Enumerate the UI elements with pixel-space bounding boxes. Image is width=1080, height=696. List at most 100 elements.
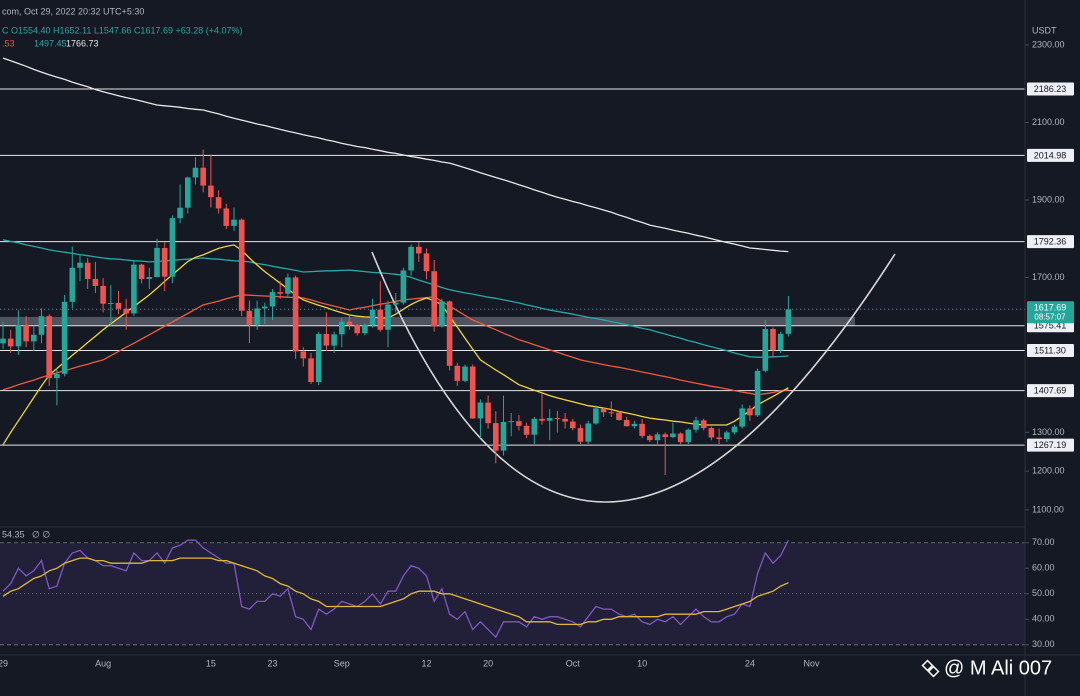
candle-body	[747, 408, 753, 416]
candle-body	[346, 321, 353, 326]
candle-body	[431, 271, 437, 327]
y-tick-label: 60.00	[1032, 563, 1055, 573]
candle-body	[46, 316, 52, 379]
candle-body	[369, 309, 376, 326]
candle-body	[670, 433, 676, 438]
candle-body	[608, 412, 615, 414]
candle-body	[277, 292, 283, 294]
watermark-icon	[921, 659, 934, 672]
candle-body	[31, 334, 37, 342]
candle-body	[100, 285, 106, 304]
candle-body	[616, 412, 622, 420]
zone	[0, 316, 855, 326]
candle-body	[762, 328, 769, 371]
candle-body	[92, 278, 99, 286]
candle-body	[508, 421, 514, 423]
candle-body	[200, 167, 206, 186]
candle-body	[454, 365, 461, 381]
x-tick-label: Oct	[566, 658, 581, 668]
candle-body	[292, 277, 299, 352]
candle-body	[54, 373, 60, 379]
watermark: @ M Ali 007	[921, 657, 1052, 679]
level-label: 1267.19	[1034, 440, 1067, 450]
candle-body	[246, 310, 253, 325]
candle-body	[739, 408, 745, 427]
watermark-text: @ M Ali 007	[944, 657, 1052, 679]
candle-body	[400, 270, 407, 303]
candle-body	[185, 177, 191, 208]
level-label: 1407.69	[1034, 386, 1067, 396]
candle-body	[462, 366, 468, 381]
candle-body	[523, 425, 530, 435]
cup-curve	[371, 251, 896, 503]
candle-body	[631, 423, 638, 427]
last-price-label: 1617.69	[1034, 303, 1067, 313]
x-tick-label: 10	[637, 658, 647, 668]
line-series	[2, 539, 789, 639]
header-ma: 1497.45	[34, 38, 67, 48]
candle-body	[115, 302, 122, 309]
candle-body	[385, 304, 391, 330]
header-ma: .53	[2, 38, 15, 48]
candle-body	[177, 207, 183, 219]
candle-body	[731, 426, 738, 433]
level-label-box	[1027, 82, 1074, 96]
candle-body	[7, 338, 14, 347]
header-title: com, Oct 29, 2022 20:32 UTC+5:30	[2, 6, 144, 16]
y-tick-label: 1200.00	[1032, 466, 1065, 476]
candle-body	[416, 246, 422, 254]
candle-body	[362, 325, 368, 334]
candle-body	[138, 264, 145, 279]
candle-body	[61, 301, 68, 374]
candle-body	[77, 262, 83, 268]
x-tick-label: 12	[421, 658, 431, 668]
x-tick-label: Nov	[803, 658, 820, 668]
last-price-box	[1027, 301, 1074, 324]
candle-body	[577, 428, 584, 442]
candle-body	[123, 308, 129, 314]
candle-body	[477, 402, 484, 419]
candle-body	[23, 325, 29, 342]
countdown-label: 08:57:07	[1034, 312, 1066, 321]
candle-body	[785, 309, 792, 334]
axis-unit: USDT	[1032, 25, 1057, 35]
candle-body	[108, 302, 114, 304]
candle-body	[315, 333, 322, 383]
level-label: 2014.98	[1034, 150, 1067, 160]
candle-body	[677, 433, 684, 443]
header-ma: 1766.73	[66, 38, 99, 48]
x-tick-label: Aug	[95, 658, 111, 668]
candle-body	[308, 358, 314, 383]
candle-body	[231, 219, 237, 226]
candle-body	[285, 277, 291, 294]
candle-body	[716, 437, 722, 439]
candle-body	[647, 435, 653, 441]
level-label: 1511.30	[1034, 345, 1066, 355]
candle-body	[485, 402, 491, 424]
candle-body	[169, 218, 176, 277]
level-label: 1575.41	[1034, 321, 1067, 331]
candle-body	[254, 308, 260, 325]
candle-body	[154, 247, 160, 278]
candle-body	[531, 418, 538, 435]
candle-body	[600, 408, 607, 413]
candle-body	[693, 420, 699, 430]
candle-body	[15, 325, 22, 347]
candle-body	[238, 219, 245, 311]
y-tick-label: 1100.00	[1032, 504, 1064, 514]
candle-body	[516, 421, 522, 426]
candle-body	[662, 434, 668, 438]
candle-body	[69, 267, 76, 302]
candle-body	[500, 421, 507, 451]
candle-body	[562, 418, 568, 422]
candle-body	[623, 420, 630, 427]
header-ohlc: C O1554.40 H1652.11 L1547.66 C1617.69 +6…	[2, 25, 243, 35]
candle-body	[654, 434, 661, 441]
x-tick-label: 20	[483, 658, 493, 668]
candle-body	[685, 429, 692, 443]
candle-body	[300, 351, 307, 359]
candle-body	[554, 418, 561, 420]
level-label: 2186.23	[1034, 84, 1067, 94]
y-tick-label: 2100.00	[1032, 117, 1065, 127]
